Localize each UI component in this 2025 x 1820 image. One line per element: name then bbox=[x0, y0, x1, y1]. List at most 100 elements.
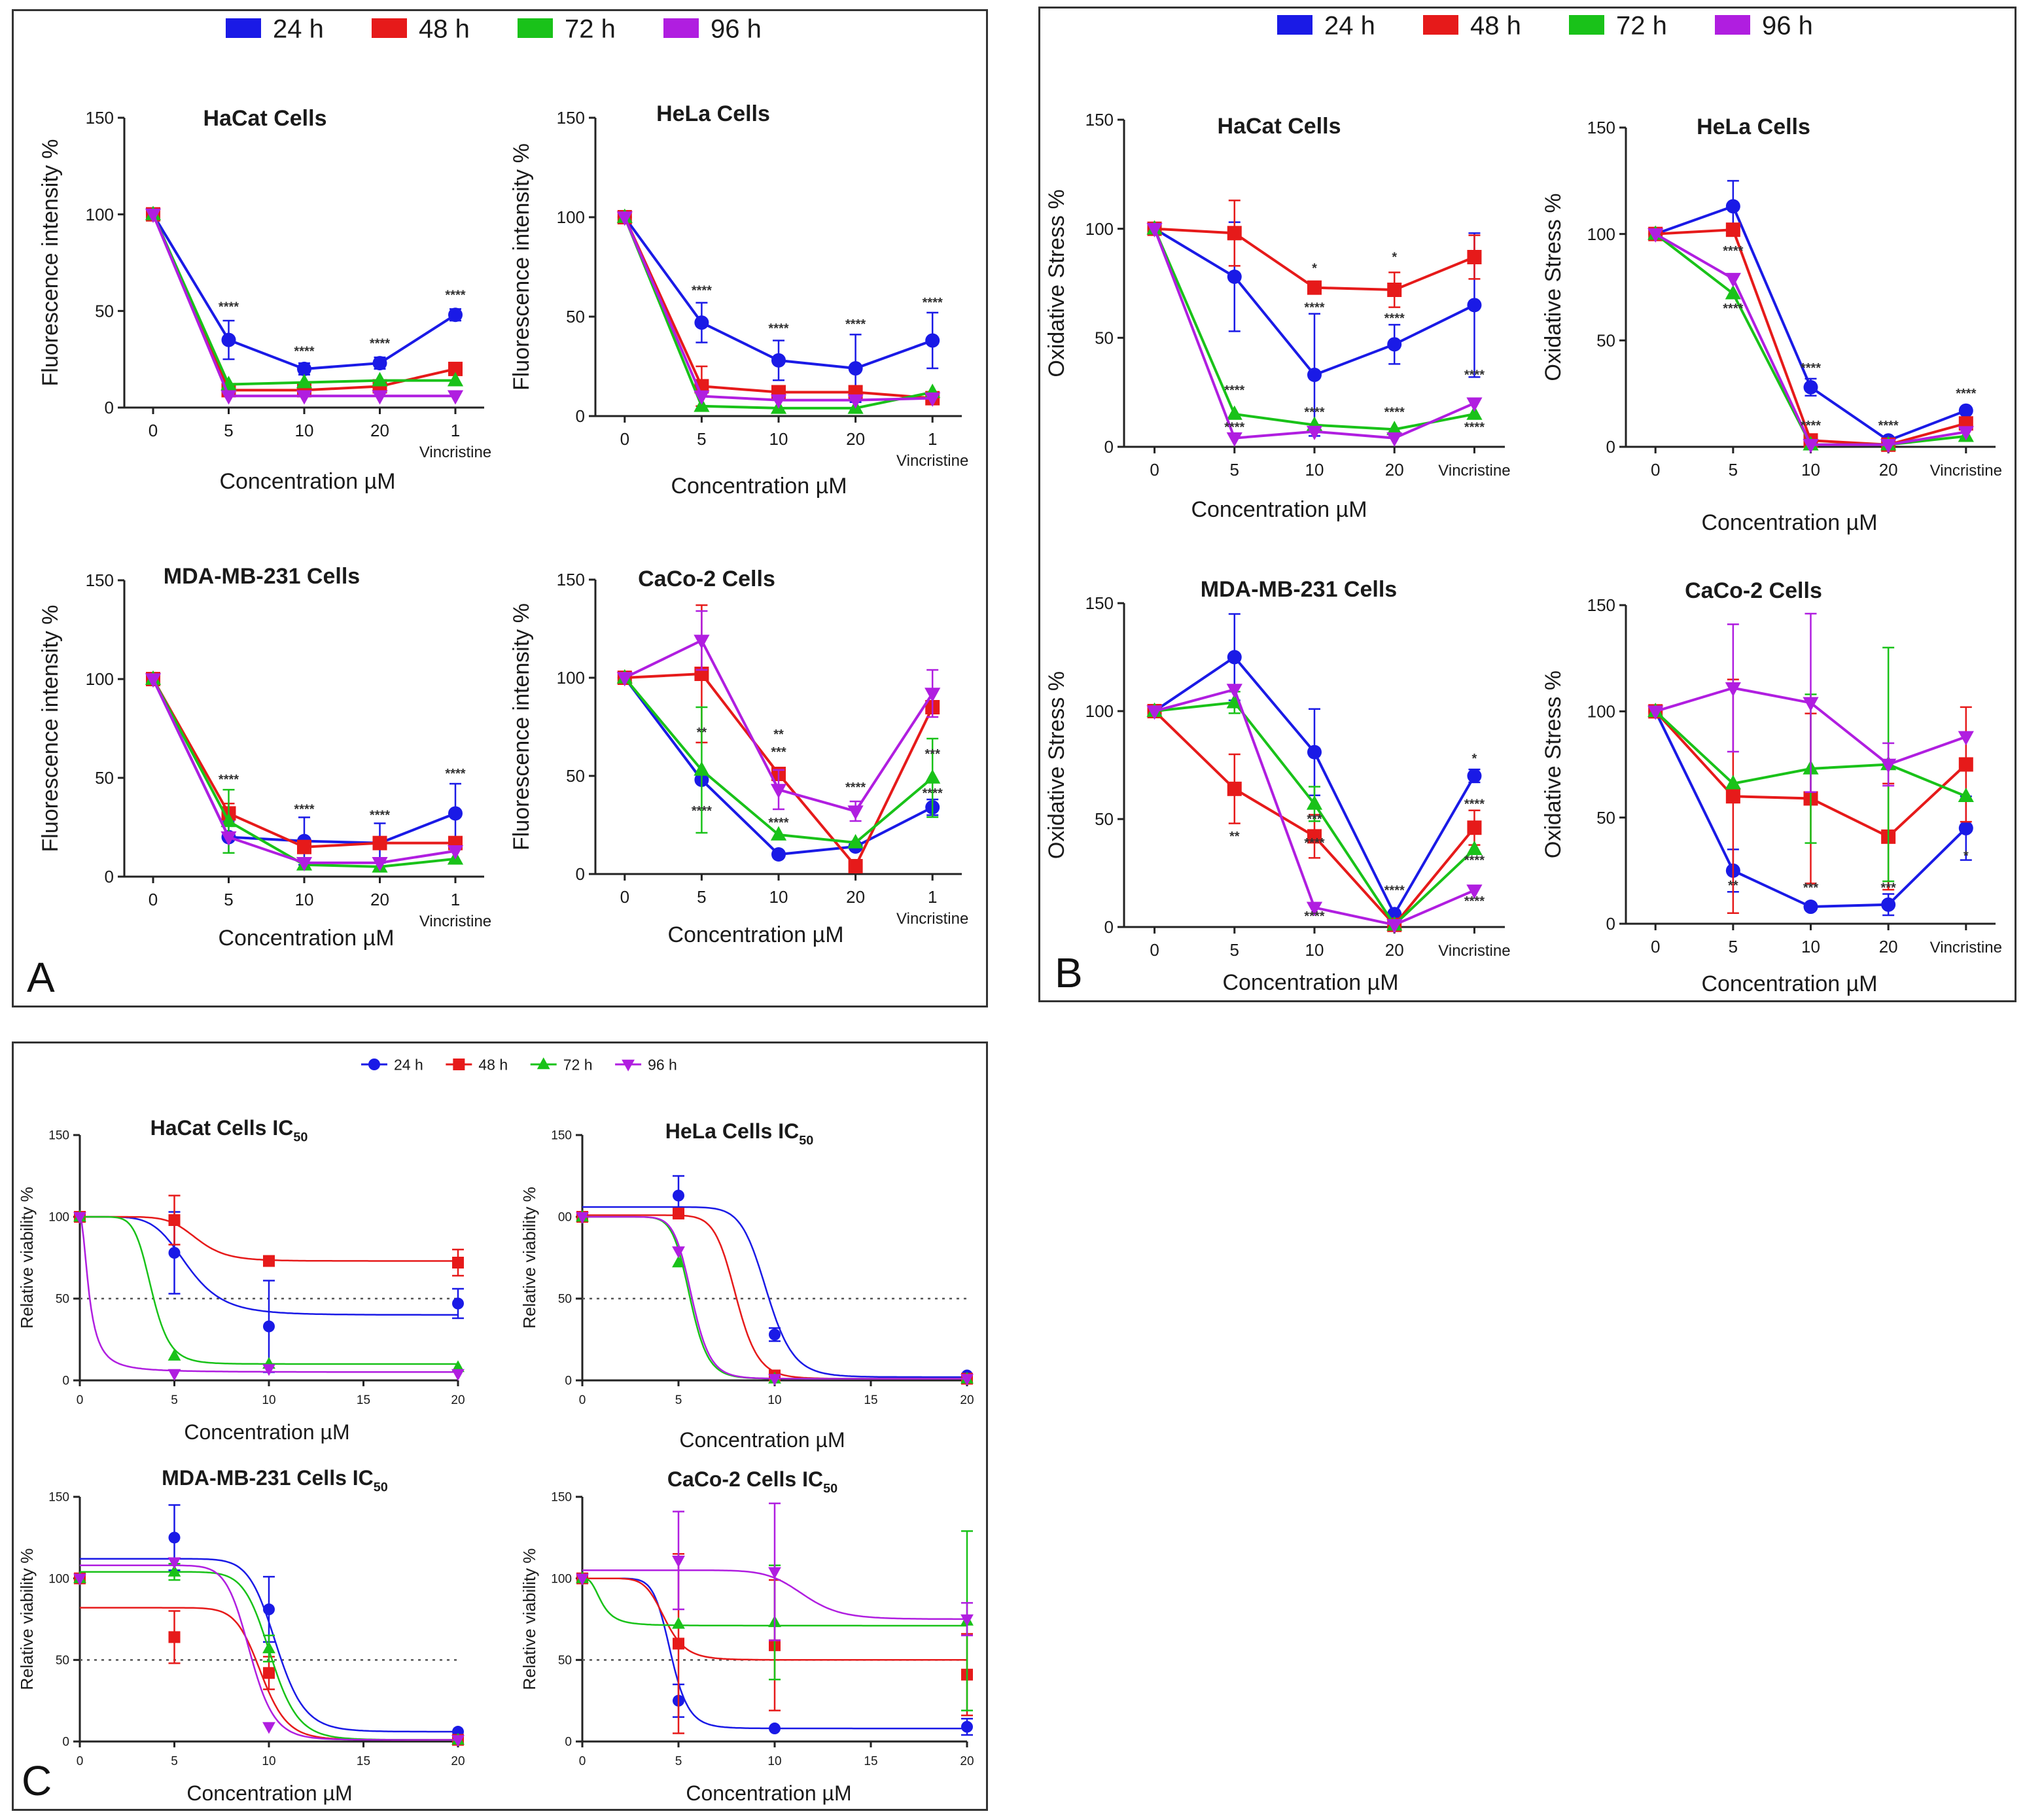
data-point bbox=[263, 1667, 275, 1679]
data-point bbox=[1307, 829, 1322, 844]
chart-A-hacat: 0 50 100 150 0 5 10 20 1 Vincristine HaCat Cells Co… bbox=[38, 106, 491, 494]
y-tick-label: 50 bbox=[56, 1293, 69, 1306]
legend-marker bbox=[453, 1059, 465, 1070]
y-tick-label: 50 bbox=[95, 768, 114, 788]
x-tick-label: Vincristine bbox=[1930, 462, 2002, 480]
series-72h bbox=[1146, 691, 1483, 931]
series-96h bbox=[576, 1502, 974, 1641]
data-point bbox=[1227, 650, 1242, 665]
significance-label: **** bbox=[445, 767, 465, 781]
significance-label: **** bbox=[1464, 421, 1485, 435]
significance-label: **** bbox=[768, 321, 788, 336]
y-tick-label: 100 bbox=[86, 205, 114, 224]
series-24h bbox=[1147, 613, 1482, 922]
x-tick-label: Vincristine bbox=[1930, 939, 2002, 956]
x-category-note: Vincristine bbox=[419, 913, 491, 930]
data-point bbox=[673, 1637, 684, 1650]
fit-curve bbox=[582, 1214, 967, 1380]
chart-title: MDA-MB-231 Cells bbox=[1201, 577, 1397, 602]
data-point bbox=[168, 1247, 181, 1259]
data-point bbox=[1725, 222, 1740, 237]
x-tick-label: 5 bbox=[697, 887, 706, 907]
significance-label: **** bbox=[1224, 421, 1244, 435]
y-tick-label: 00 bbox=[558, 1211, 572, 1225]
data-point bbox=[694, 635, 710, 650]
data-point bbox=[770, 826, 787, 841]
significance-label: **** bbox=[1464, 797, 1485, 812]
significance-label: * bbox=[1472, 752, 1477, 766]
data-point bbox=[220, 831, 237, 846]
data-point bbox=[1958, 426, 1974, 441]
y-tick-label: 50 bbox=[1596, 330, 1615, 350]
x-tick-label: 0 bbox=[77, 1393, 84, 1407]
data-point bbox=[1466, 405, 1483, 420]
data-point bbox=[768, 1567, 781, 1579]
significance-label: **** bbox=[445, 289, 465, 303]
y-axis-label: Relative viability % bbox=[17, 1187, 37, 1329]
chart-A-mda: 0 50 100 150 0 5 10 20 1 Vincristine MDA-MB-231 Ce… bbox=[38, 564, 491, 951]
y-tick-label: 150 bbox=[551, 1129, 572, 1143]
y-tick-label: 0 bbox=[1606, 914, 1615, 934]
data-point bbox=[73, 1573, 86, 1586]
y-tick-label: 100 bbox=[1587, 224, 1615, 244]
data-point bbox=[262, 1364, 275, 1376]
x-tick-label: Vincristine bbox=[1438, 462, 1510, 480]
data-point bbox=[771, 353, 786, 368]
y-tick-label: 0 bbox=[1104, 437, 1114, 457]
significance-label: **** bbox=[219, 300, 239, 314]
x-axis-label: Concentration µM bbox=[219, 469, 395, 494]
chart-C-mda: 0 50 100 150 0 5 10 15 20 MDA-MB-231 Cells IC50 Co… bbox=[17, 1466, 465, 1805]
legend-swatch-24h bbox=[226, 18, 261, 38]
series-24h bbox=[74, 1211, 464, 1373]
series-96h bbox=[1146, 222, 1483, 447]
data-point bbox=[1146, 705, 1163, 720]
x-tick-label: 0 bbox=[579, 1393, 586, 1407]
data-point bbox=[1307, 744, 1322, 760]
y-tick-label: 150 bbox=[557, 570, 585, 589]
data-point bbox=[1466, 884, 1483, 900]
x-category-note: Vincristine bbox=[896, 452, 968, 470]
legend-label: 24 h bbox=[394, 1056, 423, 1073]
legend-swatch-48h bbox=[1423, 15, 1458, 35]
data-point bbox=[451, 1360, 465, 1373]
legend-panel-a: 24 h 48 h 72 h 96 h bbox=[226, 14, 762, 43]
data-point bbox=[961, 1721, 973, 1733]
data-point bbox=[1467, 820, 1482, 835]
data-point bbox=[1725, 199, 1740, 214]
fit-curve bbox=[80, 1564, 458, 1741]
chart-title: CaCo-2 Cells IC50 bbox=[667, 1467, 837, 1496]
y-tick-label: 150 bbox=[86, 570, 114, 590]
data-point bbox=[1386, 919, 1403, 934]
legend-swatch-72h bbox=[1569, 15, 1604, 35]
data-point bbox=[673, 1208, 684, 1219]
data-point bbox=[1467, 298, 1482, 313]
data-point bbox=[673, 1189, 684, 1202]
significance-label: **** bbox=[845, 780, 866, 795]
legend-label: 96 h bbox=[1762, 11, 1813, 40]
y-tick-label: 100 bbox=[551, 1572, 572, 1586]
data-point bbox=[145, 208, 162, 223]
y-tick-label: 0 bbox=[62, 1374, 69, 1388]
x-tick-label: 10 bbox=[1305, 940, 1324, 960]
chart-title: HaCat Cells IC50 bbox=[150, 1116, 308, 1145]
x-tick-label: 20 bbox=[1879, 937, 1898, 956]
significance-label: **** bbox=[923, 296, 943, 310]
data-point bbox=[1958, 403, 1973, 418]
x-tick-label: 0 bbox=[149, 890, 158, 909]
significance-label: **** bbox=[1384, 884, 1405, 898]
data-point bbox=[1307, 368, 1322, 382]
data-point bbox=[1881, 897, 1896, 912]
data-point bbox=[924, 769, 941, 784]
x-axis-label: Concentration µM bbox=[1191, 497, 1367, 522]
y-tick-label: 50 bbox=[566, 766, 585, 786]
chart-title-subscript: 50 bbox=[799, 1134, 813, 1148]
y-tick-label: 0 bbox=[565, 1374, 572, 1388]
chart-C-hacat: 0 50 100 150 0 5 10 15 20 HaCat Cells IC50 Concent… bbox=[17, 1116, 465, 1444]
data-point bbox=[616, 672, 633, 687]
legend-panel-b: 24 h 48 h 72 h 96 h bbox=[1277, 11, 1813, 40]
x-tick-label: 10 bbox=[262, 1755, 275, 1768]
series-48h bbox=[74, 1195, 464, 1277]
y-tick-label: 100 bbox=[557, 668, 585, 688]
series-line bbox=[1654, 233, 1967, 446]
x-tick-label: 5 bbox=[171, 1393, 178, 1407]
